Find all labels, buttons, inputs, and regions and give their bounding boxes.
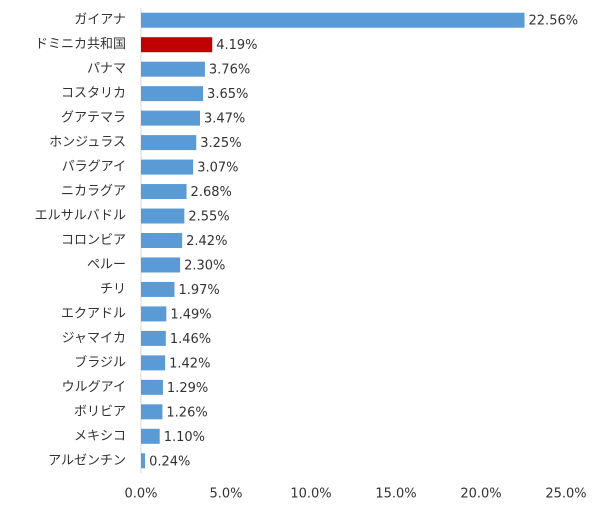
data-label: 0.24% [149,454,190,469]
y-tick-label: パナマ [87,62,126,77]
data-label: 1.46% [170,332,211,347]
data-label: 2.42% [186,234,227,249]
x-tick-label: 0.0% [124,487,157,502]
data-label: 3.65% [207,87,248,102]
y-tick-label: アルゼンチン [48,453,126,468]
data-label: 1.29% [167,381,208,396]
bar [141,257,181,273]
x-tick-label: 25.0% [545,487,586,502]
x-tick-label: 10.0% [290,487,331,502]
bar [141,306,167,322]
bar [141,184,187,200]
data-label: 2.55% [188,210,229,225]
bar [141,37,213,53]
data-label: 3.07% [197,161,238,176]
data-label: 1.97% [178,283,219,298]
data-label: 3.25% [200,136,241,151]
y-tick-label: ガイアナ [74,13,126,28]
bar [141,404,163,420]
bar [141,61,205,77]
y-tick-label: ボリビア [74,404,126,419]
bar [141,379,163,395]
bar [141,208,185,224]
y-tick-label: ペルー [87,257,126,272]
y-tick-label: ホンジュラス [49,135,126,150]
data-label: 4.19% [216,38,257,53]
x-tick-label: 15.0% [375,487,416,502]
data-label: 3.76% [209,63,250,78]
x-tick-label: 5.0% [209,487,242,502]
data-label: 2.68% [191,185,232,200]
bar [141,86,204,102]
bar [141,233,183,248]
x-tick-label: 20.0% [460,487,501,502]
y-tick-label: チリ [100,282,126,297]
bar [141,330,166,346]
y-tick-label: コロンビア [61,233,126,248]
y-tick-label: グアテマラ [61,111,126,126]
bar [141,135,197,151]
y-tick-label: ニカラグア [61,184,126,199]
y-tick-label: ドミニカ共和国 [35,37,126,52]
data-label: 2.30% [184,258,225,273]
bar [141,453,146,469]
bar [141,159,194,175]
y-tick-label: ジャマイカ [62,331,126,346]
bar [141,355,166,371]
y-tick-label: エルサルバドル [35,209,126,224]
data-label: 1.26% [166,405,207,420]
bar [141,12,525,28]
bar [141,110,200,126]
data-label: 22.56% [529,14,579,29]
bar [141,428,160,444]
data-label: 1.10% [164,430,205,445]
data-label: 3.47% [204,112,245,127]
data-label: 1.49% [170,307,211,322]
y-tick-label: メキシコ [74,429,126,444]
y-tick-label: エクアドル [61,306,126,321]
bar [141,281,175,297]
y-tick-label: ブラジル [74,354,126,370]
y-tick-label: パラグアイ [62,160,126,175]
y-tick-label: ウルグアイ [62,380,126,395]
data-label: 1.42% [169,356,210,371]
y-tick-label: コスタリカ [61,86,126,101]
